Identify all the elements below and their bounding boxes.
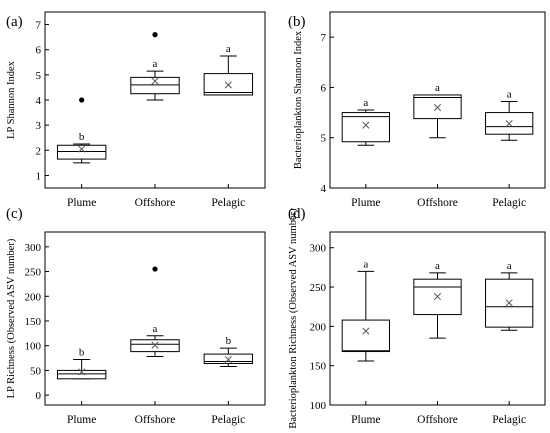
y-tick-label: 3 — [36, 120, 42, 132]
y-axis-title: LP Richness (Observed ASV number) — [6, 238, 17, 398]
chart-panel: (d)Bacterioplankton Richness (Observed A… — [288, 206, 546, 429]
y-tick-label: 7 — [36, 20, 42, 32]
y-tick-label: 100 — [310, 400, 327, 412]
significance-letter: a — [507, 260, 512, 272]
mean-marker — [151, 77, 159, 85]
y-tick-label: 300 — [310, 243, 327, 255]
y-axis-title: LP Shannon Index — [6, 60, 17, 139]
panel-label: (c) — [6, 206, 23, 222]
x-category-label: Pelagic — [492, 197, 526, 209]
significance-letter: a — [153, 58, 158, 70]
significance-letter: a — [226, 43, 231, 55]
y-tick-label: 4 — [321, 183, 327, 195]
x-category-label: Plume — [67, 414, 96, 426]
significance-letter: a — [363, 258, 368, 270]
y-tick-label: 5 — [36, 70, 42, 82]
y-tick-label: 250 — [310, 282, 327, 294]
mean-marker — [362, 121, 370, 129]
y-axis-title: Bacterioplankton Shannon Index — [293, 30, 304, 169]
y-tick-label: 4 — [36, 95, 42, 107]
y-axis-title: Bacterioplankton Richness (Observed ASV … — [288, 208, 299, 429]
box-body — [341, 112, 390, 143]
mean-marker — [505, 120, 513, 128]
significance-letter: b — [79, 131, 85, 143]
y-tick-label: 50 — [30, 365, 42, 377]
box-body — [56, 369, 107, 380]
significance-letter: a — [435, 260, 440, 272]
chart-panel: (b)Bacterioplankton Shannon Index 4 5 6 7 Plu… — [288, 11, 546, 209]
y-tick-label: 0 — [36, 390, 42, 402]
mean-marker — [433, 103, 442, 112]
significance-letter: b — [79, 347, 85, 359]
box-body — [413, 94, 462, 120]
mean-marker — [224, 81, 232, 89]
x-category-label: Plume — [67, 197, 96, 209]
mean-marker — [78, 368, 86, 376]
x-category-label: Pelagic — [211, 414, 245, 426]
box-body — [203, 353, 254, 364]
y-tick-label: 6 — [321, 82, 327, 94]
y-tick-label: 2 — [36, 145, 42, 157]
significance-letter: b — [226, 335, 232, 347]
y-tick-label: 6 — [36, 45, 42, 57]
mean-marker — [362, 327, 370, 335]
x-category-label: Pelagic — [211, 197, 245, 209]
x-category-label: Plume — [351, 197, 380, 209]
y-tick-label: 150 — [310, 361, 327, 373]
panel-label: (d) — [288, 206, 306, 222]
chart-panel: (c) LP Richness (Observed ASV number) 0 50 1… — [6, 206, 266, 426]
y-tick-label: 5 — [321, 133, 327, 145]
panel-label: (b) — [288, 14, 306, 30]
y-tick-label: 200 — [25, 291, 42, 303]
x-category-label: Offshore — [417, 197, 458, 209]
x-category-label: Plume — [351, 414, 380, 426]
y-tick-label: 200 — [310, 321, 327, 333]
significance-letter: a — [363, 97, 368, 109]
y-tick-label: 100 — [25, 341, 42, 353]
x-category-label: Offshore — [135, 414, 176, 426]
box-body — [341, 319, 390, 353]
chart-panel: (a) LP Shannon Index 1 2 3 4 5 6 7 Plume Offshore P… — [6, 11, 266, 209]
y-tick-label: 250 — [25, 267, 42, 279]
mean-marker — [151, 341, 159, 349]
y-tick-label: 7 — [321, 32, 327, 44]
outlier-point — [152, 32, 158, 38]
outlier-point — [152, 266, 158, 272]
box-body — [130, 76, 180, 95]
panel-label: (a) — [6, 14, 23, 30]
mean-marker — [224, 355, 232, 364]
x-category-label: Offshore — [135, 197, 176, 209]
mean-marker — [78, 145, 86, 153]
x-category-label: Pelagic — [492, 414, 526, 426]
x-category-label: Offshore — [417, 414, 458, 426]
significance-letter: a — [507, 89, 512, 101]
box-body — [56, 144, 107, 160]
significance-letter: a — [435, 82, 440, 94]
y-tick-label: 150 — [25, 316, 42, 328]
y-tick-label: 300 — [25, 242, 42, 254]
mean-marker — [433, 292, 442, 301]
significance-letter: a — [153, 323, 158, 335]
y-tick-label: 1 — [36, 170, 42, 182]
outlier-point — [79, 97, 85, 103]
mean-marker — [505, 299, 513, 307]
